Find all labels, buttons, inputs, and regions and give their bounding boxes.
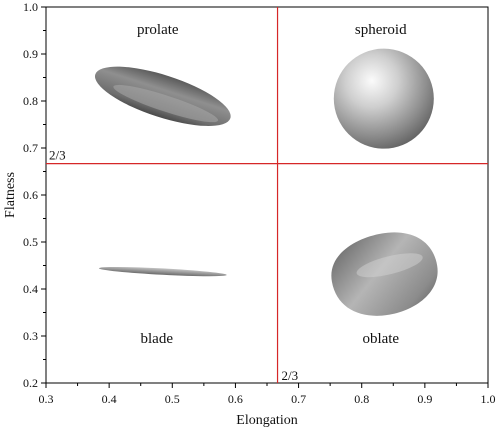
threshold-label-x: 2/3	[282, 368, 299, 383]
x-tick-label: 0.3	[39, 392, 54, 406]
y-axis-label: Flatness	[3, 172, 18, 218]
x-axis-label: Elongation	[236, 413, 297, 428]
oblate-shape	[331, 232, 438, 316]
y-tick-label: 0.4	[23, 282, 38, 296]
region-label-prolate: prolate	[137, 22, 179, 38]
y-tick-label: 0.9	[23, 47, 38, 61]
blade-body	[98, 266, 227, 277]
plot-frame	[45, 6, 489, 384]
y-tick-label: 1.0	[23, 0, 38, 14]
x-tick-label: 0.6	[228, 392, 243, 406]
x-tick-label: 0.8	[354, 392, 369, 406]
blade-shape	[98, 266, 227, 277]
oblate-highlight	[356, 253, 423, 278]
x-tick-label: 0.9	[417, 392, 432, 406]
region-label-spheroid: spheroid	[355, 22, 407, 38]
x-tick-label: 1.0	[481, 392, 496, 406]
y-tick-label: 0.3	[23, 329, 38, 343]
region-label-blade: blade	[141, 331, 174, 347]
x-tick-label: 0.5	[165, 392, 180, 406]
prolate-highlight	[113, 84, 219, 123]
spheroid-shape	[333, 48, 434, 149]
oblate-body	[331, 232, 438, 316]
threshold-label-y: 2/3	[49, 148, 66, 163]
y-tick-label: 0.8	[23, 94, 38, 108]
y-tick-label: 0.5	[23, 235, 38, 249]
y-tick-label: 0.7	[23, 141, 38, 155]
y-tick-label: 0.6	[23, 188, 38, 202]
x-tick-label: 0.7	[291, 392, 306, 406]
y-tick-label: 0.2	[23, 376, 38, 390]
x-tick-label: 0.4	[102, 392, 117, 406]
prolate-shape	[94, 66, 231, 126]
region-label-oblate: oblate	[362, 331, 399, 347]
plot-area: 0.3 0.4 0.5 0.6 0.7 0.8 0.9 1.00.20.30.40.50.60…	[23, 0, 496, 406]
